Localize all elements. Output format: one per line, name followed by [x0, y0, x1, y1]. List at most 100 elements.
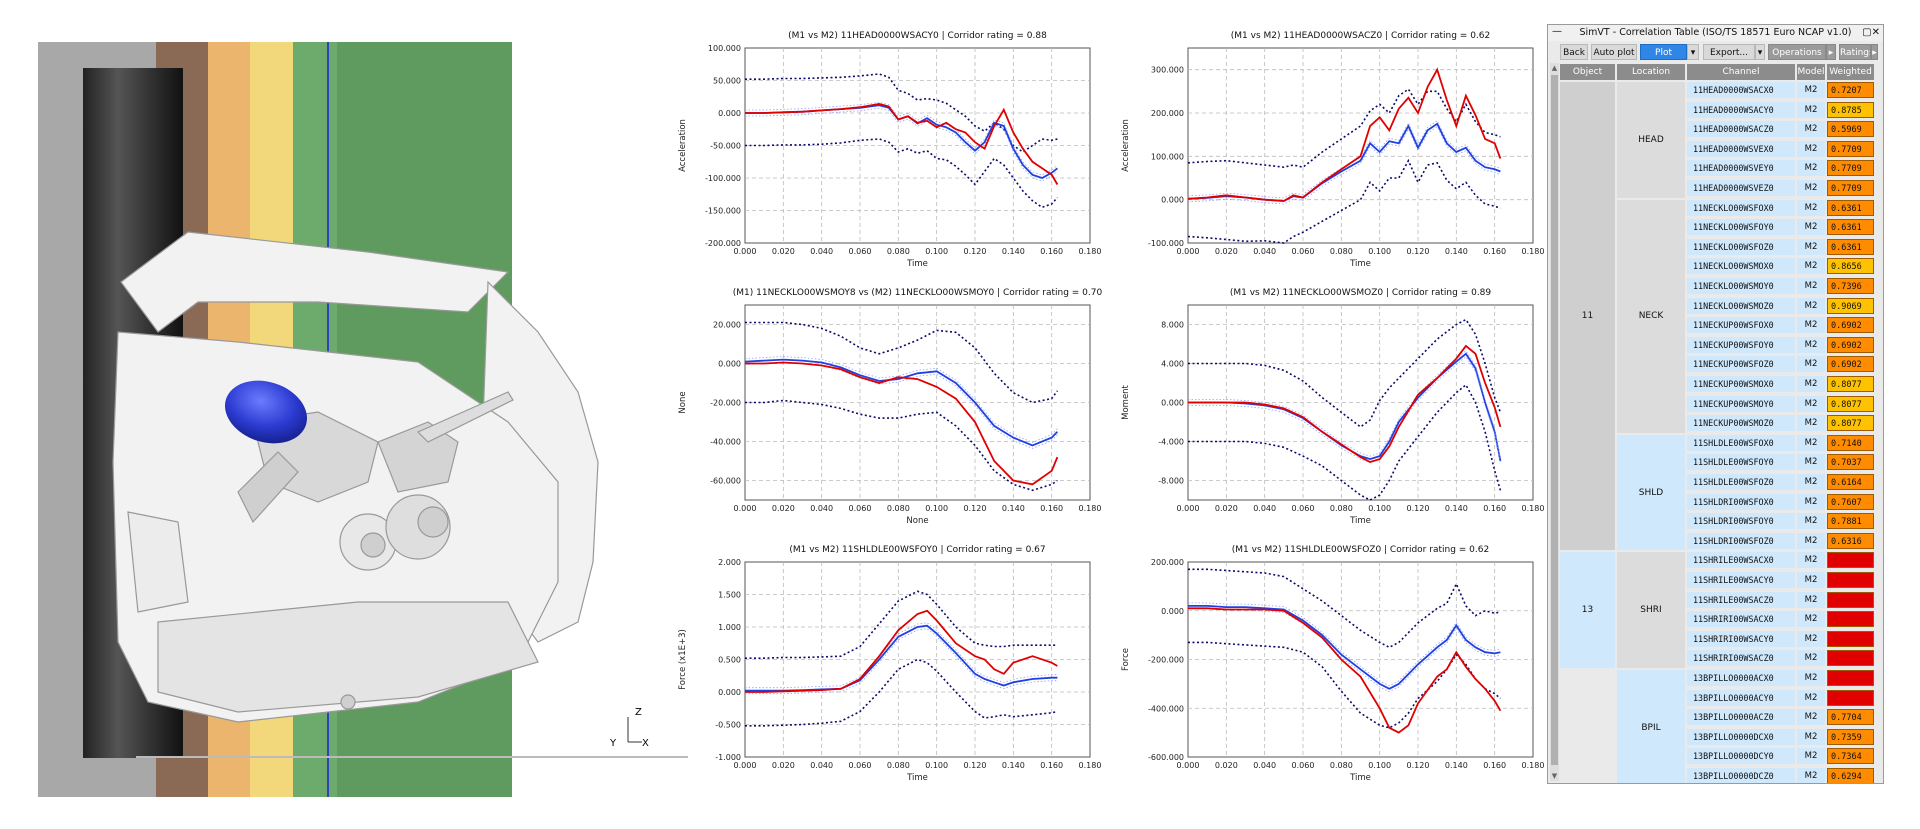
chart-head-acy[interactable]: (M1 vs M2) 11HEAD0000WSACY0 | Corridor r…: [675, 26, 1105, 276]
channel-cell[interactable]: 11NECKLO00WSMOZ0: [1687, 297, 1795, 314]
object-column-header[interactable]: Object: [1560, 64, 1615, 80]
channel-cell[interactable]: 11SHRILE00WSACY0: [1687, 572, 1795, 588]
weighted-rating-cell[interactable]: 0.7709: [1827, 180, 1874, 196]
model-cell[interactable]: M2: [1797, 630, 1825, 647]
auto-plot-button[interactable]: Auto plot: [1591, 44, 1637, 60]
weighted-rating-cell[interactable]: 0.6294: [1827, 768, 1874, 783]
ratings-button[interactable]: Ratings: [1839, 44, 1871, 60]
channel-cell[interactable]: 11NECKLO00WSFOY0: [1687, 219, 1795, 236]
channel-cell[interactable]: 11SHRIRI00WSACZ0: [1687, 650, 1795, 667]
weighted-rating-cell[interactable]: 0.8077: [1827, 415, 1874, 432]
weighted-rating-cell[interactable]: 0.7881: [1827, 513, 1874, 530]
channel-cell[interactable]: 11HEAD0000WSVEX0: [1687, 140, 1795, 157]
model-column-header[interactable]: Model: [1797, 64, 1825, 80]
model-cell[interactable]: M2: [1797, 140, 1825, 157]
channel-cell[interactable]: 11HEAD0000WSVEY0: [1687, 160, 1795, 177]
scrollbar-thumb[interactable]: [1551, 75, 1558, 765]
chart-head-acz[interactable]: (M1 vs M2) 11HEAD0000WSACZ0 | Corridor r…: [1118, 26, 1548, 276]
channel-cell[interactable]: 11HEAD0000WSACY0: [1687, 101, 1795, 118]
model-cell[interactable]: M2: [1797, 728, 1825, 745]
channel-cell[interactable]: 11SHLDRI00WSFOZ0: [1687, 532, 1795, 549]
scroll-down-icon[interactable]: ▼: [1551, 772, 1558, 780]
model-cell[interactable]: M2: [1797, 748, 1825, 765]
model-cell[interactable]: M2: [1797, 650, 1825, 667]
channel-cell[interactable]: 11NECKUP00WSFOZ0: [1687, 356, 1795, 373]
weighted-rating-cell[interactable]: 0.6902: [1827, 336, 1874, 353]
weighted-rating-cell[interactable]: 0.7140: [1827, 434, 1874, 451]
chart-shldle-foy[interactable]: (M1 vs M2) 11SHLDLE00WSFOY0 | Corridor r…: [675, 540, 1105, 790]
channel-cell[interactable]: 11HEAD0000WSACX0: [1687, 82, 1795, 98]
weighted-rating-cell[interactable]: 0.7709: [1827, 160, 1874, 177]
channel-cell[interactable]: 11HEAD0000WSACZ0: [1687, 121, 1795, 138]
model-cell[interactable]: M2: [1797, 532, 1825, 549]
model-cell[interactable]: M2: [1797, 180, 1825, 196]
weighted-rating-cell[interactable]: 0.7037: [1827, 454, 1874, 471]
weighted-rating-cell[interactable]: [1827, 572, 1874, 588]
channel-cell[interactable]: 11SHRILE00WSACX0: [1687, 552, 1795, 569]
channel-cell[interactable]: 13BPILLO0000ACY0: [1687, 689, 1795, 706]
weighted-rating-cell[interactable]: [1827, 630, 1874, 647]
model-cell[interactable]: M2: [1797, 317, 1825, 334]
model-cell[interactable]: M2: [1797, 356, 1825, 373]
plot-button[interactable]: Plot: [1640, 44, 1687, 60]
weighted-rating-cell[interactable]: 0.6316: [1827, 532, 1874, 549]
model-cell[interactable]: M2: [1797, 474, 1825, 490]
weighted-rating-cell[interactable]: [1827, 689, 1874, 706]
model-cell[interactable]: M2: [1797, 199, 1825, 216]
channel-cell[interactable]: 11SHLDLE00WSFOY0: [1687, 454, 1795, 471]
channel-cell[interactable]: 11NECKUP00WSMOZ0: [1687, 415, 1795, 432]
ratings-arrow-icon[interactable]: ▸: [1871, 44, 1878, 60]
channel-cell[interactable]: 13BPILLO0000DCY0: [1687, 748, 1795, 765]
weighted-rating-cell[interactable]: 0.8785: [1827, 101, 1874, 118]
channel-cell[interactable]: 11HEAD0000WSVEZ0: [1687, 180, 1795, 196]
weighted-column-header[interactable]: Weighted: [1827, 64, 1874, 80]
model-cell[interactable]: M2: [1797, 611, 1825, 628]
model-cell[interactable]: M2: [1797, 160, 1825, 177]
model-cell[interactable]: M2: [1797, 297, 1825, 314]
window-menu-icon[interactable]: —: [1552, 26, 1562, 37]
weighted-rating-cell[interactable]: 0.7709: [1827, 140, 1874, 157]
model-cell[interactable]: M2: [1797, 415, 1825, 432]
weighted-rating-cell[interactable]: 0.6361: [1827, 219, 1874, 236]
weighted-rating-cell[interactable]: 0.8077: [1827, 376, 1874, 392]
channel-cell[interactable]: 13BPILLO0000DCX0: [1687, 728, 1795, 745]
weighted-rating-cell[interactable]: 0.6361: [1827, 199, 1874, 216]
weighted-rating-cell[interactable]: [1827, 670, 1874, 686]
model-cell[interactable]: M2: [1797, 689, 1825, 706]
plot-dropdown-icon[interactable]: ▾: [1687, 44, 1699, 60]
channel-cell[interactable]: 11NECKUP00WSMOY0: [1687, 395, 1795, 412]
model-cell[interactable]: M2: [1797, 395, 1825, 412]
model-cell[interactable]: M2: [1797, 434, 1825, 451]
channel-cell[interactable]: 13BPILLO0000ACX0: [1687, 670, 1795, 686]
model-cell[interactable]: M2: [1797, 591, 1825, 608]
model-cell[interactable]: M2: [1797, 670, 1825, 686]
model-cell[interactable]: M2: [1797, 219, 1825, 236]
channel-cell[interactable]: 11SHRIRI00WSACX0: [1687, 611, 1795, 628]
model-cell[interactable]: M2: [1797, 709, 1825, 726]
weighted-rating-cell[interactable]: 0.6361: [1827, 238, 1874, 255]
model-cell[interactable]: M2: [1797, 238, 1825, 255]
channel-cell[interactable]: 11NECKUP00WSMOX0: [1687, 376, 1795, 392]
weighted-rating-cell[interactable]: 0.8077: [1827, 395, 1874, 412]
weighted-rating-cell[interactable]: 0.7704: [1827, 709, 1874, 726]
operations-arrow-icon[interactable]: ▸: [1826, 44, 1836, 60]
channel-cell[interactable]: 11SHLDLE00WSFOX0: [1687, 434, 1795, 451]
channel-cell[interactable]: 11SHRILE00WSACZ0: [1687, 591, 1795, 608]
crash-simulation-viewport[interactable]: Z Y X: [38, 42, 688, 797]
channel-cell[interactable]: 11NECKLO00WSMOX0: [1687, 258, 1795, 275]
model-cell[interactable]: M2: [1797, 454, 1825, 471]
channel-cell[interactable]: 13BPILLO0000ACZ0: [1687, 709, 1795, 726]
model-cell[interactable]: M2: [1797, 336, 1825, 353]
model-cell[interactable]: M2: [1797, 82, 1825, 98]
channel-column-header[interactable]: Channel: [1687, 64, 1795, 80]
operations-button[interactable]: Operations: [1768, 44, 1826, 60]
location-column-header[interactable]: Location: [1617, 64, 1685, 80]
weighted-rating-cell[interactable]: [1827, 591, 1874, 608]
weighted-rating-cell[interactable]: 0.7607: [1827, 493, 1874, 510]
model-cell[interactable]: M2: [1797, 258, 1825, 275]
weighted-rating-cell[interactable]: [1827, 552, 1874, 569]
channel-cell[interactable]: 11NECKUP00WSFOY0: [1687, 336, 1795, 353]
weighted-rating-cell[interactable]: [1827, 611, 1874, 628]
model-cell[interactable]: M2: [1797, 768, 1825, 783]
chart-necklo-moz[interactable]: (M1 vs M2) 11NECKLO00WSMOZ0 | Corridor r…: [1118, 283, 1548, 533]
